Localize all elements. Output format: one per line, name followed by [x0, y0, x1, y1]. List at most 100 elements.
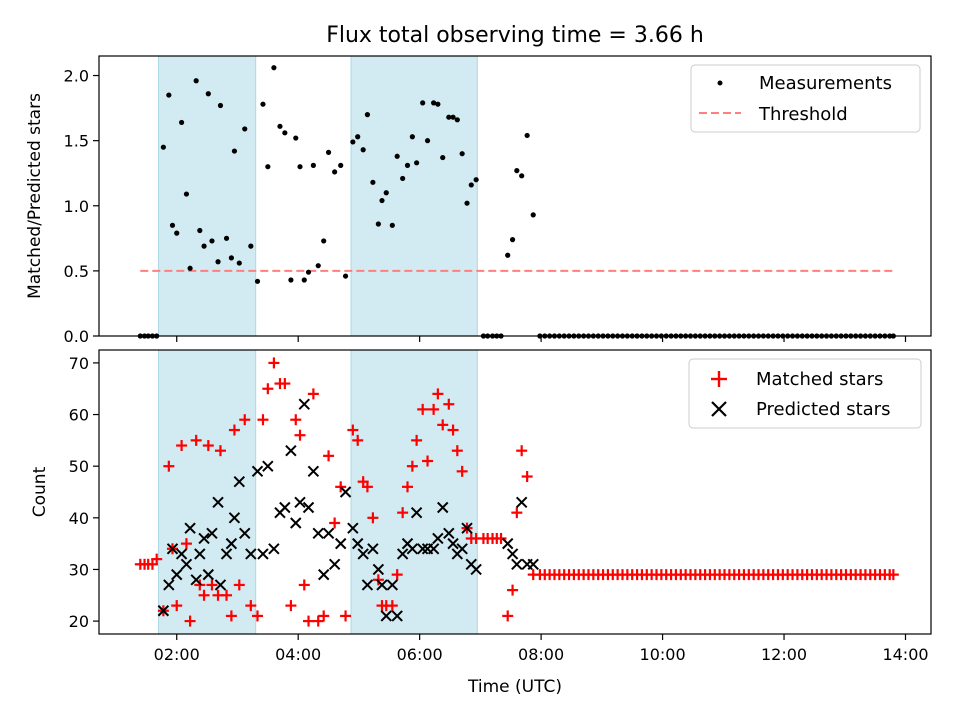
matched-star-point — [221, 589, 233, 601]
matched-star-point — [198, 589, 210, 601]
matched-star-point — [495, 532, 507, 544]
measurement-point — [424, 138, 431, 144]
measurement-point — [201, 243, 207, 249]
predicted-star-point — [157, 605, 170, 617]
bottom-x-axis-label: Time (UTC) — [467, 677, 562, 697]
predicted-star-point — [212, 496, 224, 509]
predicted-star-point — [511, 558, 523, 570]
predicted-star-point — [317, 568, 330, 581]
legend-predicted-label: Predicted stars — [756, 399, 890, 420]
legend-predicted-marker — [711, 401, 727, 417]
bottom-x-tick-label: 08:00 — [518, 645, 564, 664]
predicted-star-point — [302, 501, 315, 514]
bottom-x-axis: 02:00 04:00 06:00 08:00 10:00 12:00 14:00 — [154, 634, 929, 664]
predicted-star-point — [410, 506, 423, 519]
predicted-star-point — [163, 579, 175, 591]
measurement-point — [260, 101, 266, 107]
predicted-star-point — [461, 522, 473, 534]
matched-star-point — [268, 357, 280, 369]
matched-star-point — [437, 419, 449, 431]
measurement-point — [464, 200, 470, 206]
matched-star-point — [171, 600, 183, 612]
predicted-star-point — [180, 558, 193, 570]
measurement-point — [288, 277, 294, 283]
measurement-point — [236, 260, 242, 266]
matched-star-point — [180, 538, 192, 550]
measurement-point — [414, 160, 420, 166]
top-y-tick-label: 1.0 — [64, 197, 89, 216]
measurement-point — [217, 102, 224, 109]
top-plot-frame — [98, 55, 932, 337]
measurement-point — [301, 277, 307, 283]
legend-measurements-label: Measurements — [759, 73, 892, 94]
legend-measurements-marker — [717, 80, 723, 86]
predicted-star-point — [396, 548, 409, 560]
predicted-star-point — [220, 548, 233, 560]
measurement-point — [248, 243, 254, 249]
predicted-star-point — [268, 543, 280, 555]
predicted-star-point — [233, 475, 245, 488]
matched-stars-points — [134, 357, 899, 627]
predicted-star-point — [298, 398, 310, 410]
measurement-point — [440, 154, 446, 161]
predicted-star-point — [171, 568, 183, 581]
measurement-point — [265, 164, 271, 170]
predicted-star-point — [214, 579, 227, 591]
matched-star-point — [257, 414, 269, 426]
top-y-tick-label: 0.0 — [64, 327, 89, 346]
matched-star-point — [456, 465, 468, 477]
measurement-point — [383, 190, 389, 196]
matched-star-point — [397, 507, 409, 519]
predicted-star-point — [380, 610, 392, 622]
matched-star-point — [202, 440, 214, 452]
measurement-point — [242, 126, 248, 132]
bottom-x-tick-label: 02:00 — [154, 645, 200, 664]
predicted-star-point — [347, 522, 359, 534]
predicted-star-point — [228, 512, 241, 524]
predicted-star-point — [285, 444, 297, 457]
predicted-star-point — [307, 465, 320, 478]
matched-star-point — [386, 600, 398, 612]
matched-star-point — [279, 378, 291, 390]
measurement-point — [524, 132, 530, 139]
bottom-y-tick-label: 70 — [69, 354, 89, 373]
measurement-point — [446, 114, 452, 120]
matched-star-point — [176, 440, 188, 452]
matched-star-point — [516, 445, 528, 457]
measurement-point — [254, 278, 261, 284]
measurement-point — [332, 169, 338, 175]
matched-star-point — [451, 445, 463, 457]
predicted-star-point — [361, 579, 374, 591]
measurement-point — [519, 173, 525, 179]
measurement-point — [400, 175, 406, 182]
measurement-point — [277, 123, 283, 129]
predicted-star-point — [506, 548, 519, 560]
predicted-star-point — [406, 543, 419, 555]
measurement-point — [193, 78, 199, 84]
predicted-star-point — [432, 532, 444, 545]
measurement-point — [409, 134, 415, 140]
top-y-axis: 0.0 0.5 1.0 1.5 2.0 — [64, 67, 99, 346]
predicted-star-point — [206, 527, 218, 540]
measurement-point — [454, 117, 460, 123]
measurement-point — [271, 65, 277, 71]
top-shaded-band-1 — [350, 55, 478, 337]
matched-star-point — [206, 579, 218, 591]
predicted-star-point — [502, 537, 514, 550]
matched-star-point — [447, 424, 459, 436]
measurement-point — [364, 112, 371, 118]
bottom-x-tick-label: 12:00 — [761, 645, 807, 664]
matched-star-point — [335, 481, 347, 493]
matched-star-point — [285, 600, 297, 612]
bottom-y-axis-label: Count — [30, 466, 50, 517]
measurement-point — [305, 269, 312, 275]
measurement-point — [473, 177, 479, 183]
bottom-panel: 20 30 40 50 60 70 02:00 04:00 06:00 08:00 10:00 12… — [30, 349, 932, 697]
matched-star-point — [422, 455, 434, 467]
measurement-point — [228, 255, 234, 261]
predicted-star-point — [239, 527, 251, 540]
matched-star-point — [239, 414, 251, 426]
predicted-star-point — [470, 563, 482, 576]
measurement-point — [321, 238, 327, 244]
